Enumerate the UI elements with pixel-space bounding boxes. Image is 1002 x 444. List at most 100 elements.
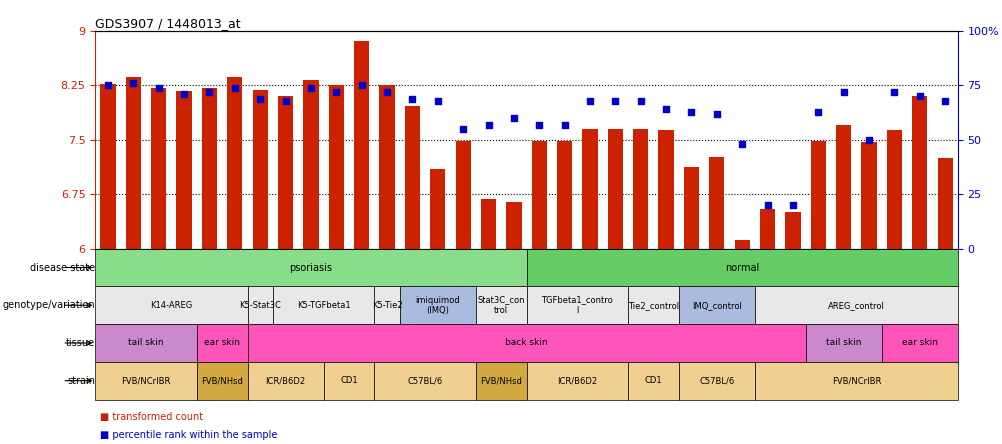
Bar (196, 324, 247, 362)
Bar (405, 106, 420, 249)
Bar (95, 362, 196, 400)
Bar (526, 362, 627, 400)
Bar (755, 286, 957, 324)
Point (936, 97, 952, 104)
Bar (95, 249, 526, 286)
Text: ear skin: ear skin (901, 338, 937, 348)
Text: C57BL/6: C57BL/6 (698, 376, 733, 385)
Bar (227, 77, 242, 249)
Bar (531, 141, 546, 249)
Bar (632, 129, 647, 249)
Text: tissue: tissue (66, 338, 95, 348)
Text: strain: strain (67, 376, 95, 386)
Bar (556, 141, 572, 249)
Bar (354, 40, 369, 249)
Bar (861, 142, 876, 249)
Point (303, 84, 319, 91)
Text: K5-Tie2: K5-Tie2 (372, 301, 402, 310)
Bar (95, 286, 247, 324)
Bar (247, 362, 324, 400)
Point (429, 97, 445, 104)
Point (176, 91, 192, 98)
Point (708, 110, 724, 117)
Text: ICR/B6D2: ICR/B6D2 (557, 376, 597, 385)
Bar (400, 286, 475, 324)
Text: CD1: CD1 (340, 376, 358, 385)
Point (328, 88, 344, 95)
Bar (125, 77, 141, 249)
Bar (733, 240, 749, 249)
Bar (151, 87, 166, 249)
Text: ■ percentile rank within the sample: ■ percentile rank within the sample (100, 429, 278, 440)
Point (632, 97, 648, 104)
Text: back skin: back skin (505, 338, 547, 348)
Bar (253, 90, 268, 249)
Bar (480, 199, 496, 249)
Bar (526, 249, 957, 286)
Text: Tie2_control: Tie2_control (627, 301, 678, 310)
Bar (374, 286, 400, 324)
Bar (683, 167, 698, 249)
Point (404, 95, 420, 102)
Text: K14-AREG: K14-AREG (150, 301, 192, 310)
Point (125, 80, 141, 87)
Text: ear skin: ear skin (204, 338, 239, 348)
Bar (658, 131, 673, 249)
Bar (455, 141, 470, 249)
Bar (374, 362, 475, 400)
Bar (247, 286, 273, 324)
Text: C57BL/6: C57BL/6 (407, 376, 442, 385)
Point (201, 88, 217, 95)
Bar (810, 141, 825, 249)
Text: IMQ_control: IMQ_control (691, 301, 741, 310)
Point (860, 136, 876, 143)
Point (657, 106, 673, 113)
Text: ■ transformed count: ■ transformed count (100, 412, 203, 422)
Point (886, 88, 902, 95)
Text: FVB/NHsd: FVB/NHsd (201, 376, 242, 385)
Point (682, 108, 698, 115)
Text: psoriasis: psoriasis (290, 262, 332, 273)
Text: FVB/NCrIBR: FVB/NCrIBR (831, 376, 880, 385)
Bar (324, 362, 374, 400)
Text: imiquimod
(IMQ): imiquimod (IMQ) (415, 296, 460, 315)
Text: FVB/NCrIBR: FVB/NCrIBR (121, 376, 170, 385)
Point (581, 97, 597, 104)
Bar (526, 286, 627, 324)
Bar (785, 212, 800, 249)
Text: ICR/B6D2: ICR/B6D2 (266, 376, 306, 385)
Bar (886, 131, 901, 249)
Text: normal: normal (724, 262, 759, 273)
Point (911, 93, 927, 100)
Text: tail skin: tail skin (825, 338, 861, 348)
Text: K5-TGFbeta1: K5-TGFbeta1 (297, 301, 350, 310)
Point (505, 115, 521, 122)
Bar (805, 324, 881, 362)
Bar (506, 202, 521, 249)
Bar (911, 96, 927, 249)
Text: FVB/NHsd: FVB/NHsd (480, 376, 522, 385)
Bar (100, 84, 115, 249)
Bar (627, 362, 678, 400)
Bar (196, 362, 247, 400)
Point (379, 88, 395, 95)
Point (733, 141, 749, 148)
Bar (475, 362, 526, 400)
Point (759, 202, 775, 209)
Point (455, 126, 471, 133)
Bar (201, 87, 216, 249)
Point (278, 97, 294, 104)
Bar (708, 157, 723, 249)
Point (607, 97, 623, 104)
Bar (430, 169, 445, 249)
Text: AREG_control: AREG_control (827, 301, 884, 310)
Point (480, 121, 496, 128)
Text: GDS3907 / 1448013_at: GDS3907 / 1448013_at (95, 17, 240, 30)
Point (785, 202, 801, 209)
Bar (881, 324, 957, 362)
Bar (329, 85, 344, 249)
Point (100, 82, 116, 89)
Bar (607, 129, 622, 249)
Bar (678, 286, 755, 324)
Point (354, 82, 370, 89)
